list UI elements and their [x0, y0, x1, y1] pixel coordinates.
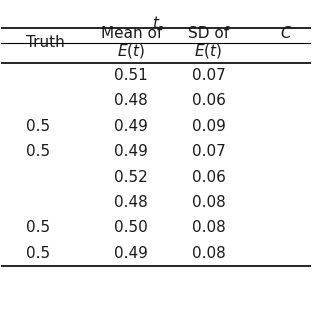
Text: 0.50: 0.50 [115, 220, 148, 235]
Text: $E(t)$: $E(t)$ [194, 42, 223, 61]
Text: 0.08: 0.08 [192, 246, 226, 261]
Text: 0.5: 0.5 [26, 220, 50, 235]
Text: 0.51: 0.51 [115, 68, 148, 83]
Text: 0.08: 0.08 [192, 220, 226, 235]
Text: SD of: SD of [188, 26, 229, 41]
Text: 0.52: 0.52 [115, 169, 148, 184]
Text: 0.5: 0.5 [26, 246, 50, 261]
Text: 0.49: 0.49 [114, 246, 148, 261]
Text: Truth: Truth [26, 35, 65, 50]
Text: $t$: $t$ [152, 15, 160, 31]
Text: 0.5: 0.5 [26, 119, 50, 134]
Text: 0.06: 0.06 [192, 169, 226, 184]
Text: 0.07: 0.07 [192, 144, 226, 159]
Text: 0.48: 0.48 [115, 195, 148, 210]
Text: 0.5: 0.5 [26, 144, 50, 159]
Text: 0.49: 0.49 [114, 144, 148, 159]
Text: 0.06: 0.06 [192, 94, 226, 109]
Text: 0.08: 0.08 [192, 195, 226, 210]
Text: 0.49: 0.49 [114, 119, 148, 134]
Text: $E(t)$: $E(t)$ [117, 42, 145, 61]
Text: C: C [280, 26, 291, 41]
Text: 0.07: 0.07 [192, 68, 226, 83]
Text: 0.09: 0.09 [192, 119, 226, 134]
Text: Mean of: Mean of [101, 26, 162, 41]
Text: 0.48: 0.48 [115, 94, 148, 109]
